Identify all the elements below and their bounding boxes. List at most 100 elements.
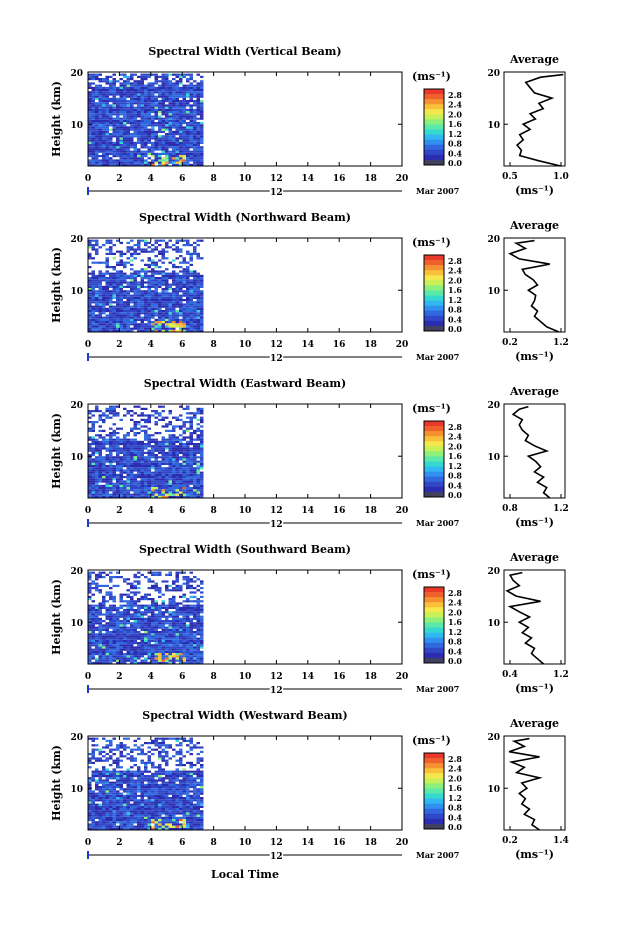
heatmap-cell xyxy=(200,655,204,657)
heatmap-cell xyxy=(95,279,99,281)
colorbar-tick-label: 1.2 xyxy=(448,461,462,471)
heatmap-cell xyxy=(179,255,183,257)
panel-title: Spectral Width (Northward Beam) xyxy=(139,211,351,224)
heatmap-cell xyxy=(148,115,152,117)
heatmap-cell xyxy=(113,432,117,434)
heatmap-cell xyxy=(106,812,110,814)
heatmap-cell xyxy=(123,443,127,445)
heatmap-cell xyxy=(172,454,176,456)
heatmap-cell xyxy=(95,629,99,631)
heatmap-cell xyxy=(141,78,145,80)
heatmap-cell xyxy=(193,270,197,272)
heatmap-cell xyxy=(176,609,180,611)
heatmap-cell xyxy=(127,93,131,95)
heatmap-cell xyxy=(148,85,152,87)
heatmap-cell xyxy=(197,102,201,104)
heatmap-cell xyxy=(88,655,92,657)
heatmap-cell xyxy=(190,474,194,476)
heatmap-cell xyxy=(165,151,169,153)
heatmap-cell xyxy=(88,98,92,100)
heatmap-cell xyxy=(106,102,110,104)
heatmap-cell xyxy=(193,600,197,602)
heatmap-cell xyxy=(200,126,204,128)
heatmap-cell xyxy=(137,153,141,155)
heatmap-cell xyxy=(197,118,201,120)
date-label: Mar 2007 xyxy=(416,684,459,694)
colorbar-unit: (ms⁻¹) xyxy=(412,568,451,581)
heatmap-cell xyxy=(193,321,197,323)
heatmap-cell xyxy=(123,469,127,471)
heatmap-cell xyxy=(95,576,99,578)
heatmap-cell xyxy=(176,817,180,819)
heatmap-cell xyxy=(88,279,92,281)
heatmap-cell xyxy=(144,461,148,463)
heatmap-cell xyxy=(179,140,183,142)
heatmap-cell xyxy=(179,638,183,640)
x-tick-label: 16 xyxy=(333,672,346,682)
heatmap-cell xyxy=(141,653,145,655)
heatmap-cell xyxy=(137,135,141,137)
heatmap-cell xyxy=(197,823,201,825)
heatmap-cell xyxy=(88,253,92,255)
heatmap-cell xyxy=(172,113,176,115)
heatmap-cell xyxy=(169,292,173,294)
heatmap-cell xyxy=(172,441,176,443)
heatmap-cell xyxy=(162,301,166,303)
heatmap-cell xyxy=(113,596,117,598)
heatmap-cell xyxy=(88,476,92,478)
y-tick-label: 20 xyxy=(70,567,83,577)
colorbar-swatch xyxy=(424,462,444,467)
heatmap-cell xyxy=(120,286,124,288)
heatmap-cell xyxy=(190,288,194,290)
heatmap-cell xyxy=(141,408,145,410)
heatmap-cell xyxy=(88,576,92,578)
heatmap-cell xyxy=(127,487,131,489)
heatmap-cell xyxy=(134,657,138,659)
heatmap-cell xyxy=(144,487,148,489)
heatmap-cell xyxy=(179,657,183,659)
heatmap-cell xyxy=(116,262,120,264)
heatmap-cell xyxy=(137,93,141,95)
heatmap-cell xyxy=(120,129,124,131)
heatmap-cell xyxy=(186,148,190,150)
heatmap-cell xyxy=(165,657,169,659)
heatmap-cell xyxy=(200,432,204,434)
heatmap-cell xyxy=(120,288,124,290)
heatmap-cell xyxy=(200,640,204,642)
heatmap-cell xyxy=(176,120,180,122)
heatmap-cell xyxy=(172,91,176,93)
heatmap-cell xyxy=(137,281,141,283)
heatmap-cell xyxy=(186,412,190,414)
beam-panel: Spectral Width (Northward Beam)0 2 4 6 8 10 12… xyxy=(50,211,569,364)
heatmap-cell xyxy=(113,281,117,283)
heatmap-cell xyxy=(120,113,124,115)
heatmap-cell xyxy=(120,323,124,325)
heatmap-cell xyxy=(109,297,113,299)
heatmap-cell xyxy=(113,494,117,496)
heatmap-cell xyxy=(141,312,145,314)
heatmap-cell xyxy=(200,480,204,482)
heatmap-cell xyxy=(141,151,145,153)
heatmap-cell xyxy=(183,458,187,460)
heatmap-cell xyxy=(193,633,197,635)
heatmap-cell xyxy=(106,137,110,139)
heatmap-cell xyxy=(193,111,197,113)
heatmap-cell xyxy=(137,624,141,626)
heatmap-cell xyxy=(113,314,117,316)
heatmap-cell xyxy=(169,321,173,323)
heatmap-cell xyxy=(130,419,134,421)
heatmap-cell xyxy=(179,819,183,821)
heatmap-cell xyxy=(169,113,173,115)
heatmap-cell xyxy=(123,135,127,137)
heatmap-cell xyxy=(162,494,166,496)
average-xlabel: (ms⁻¹) xyxy=(515,184,554,197)
heatmap-cell xyxy=(200,314,204,316)
heatmap-cell xyxy=(190,487,194,489)
heatmap-cell xyxy=(113,321,117,323)
heatmap-cell xyxy=(144,137,148,139)
heatmap-cell xyxy=(137,815,141,817)
colorbar-tick-label: 0.8 xyxy=(448,471,462,481)
heatmap-cell xyxy=(169,162,173,164)
heatmap-cell xyxy=(95,142,99,144)
heatmap-cell xyxy=(162,445,166,447)
